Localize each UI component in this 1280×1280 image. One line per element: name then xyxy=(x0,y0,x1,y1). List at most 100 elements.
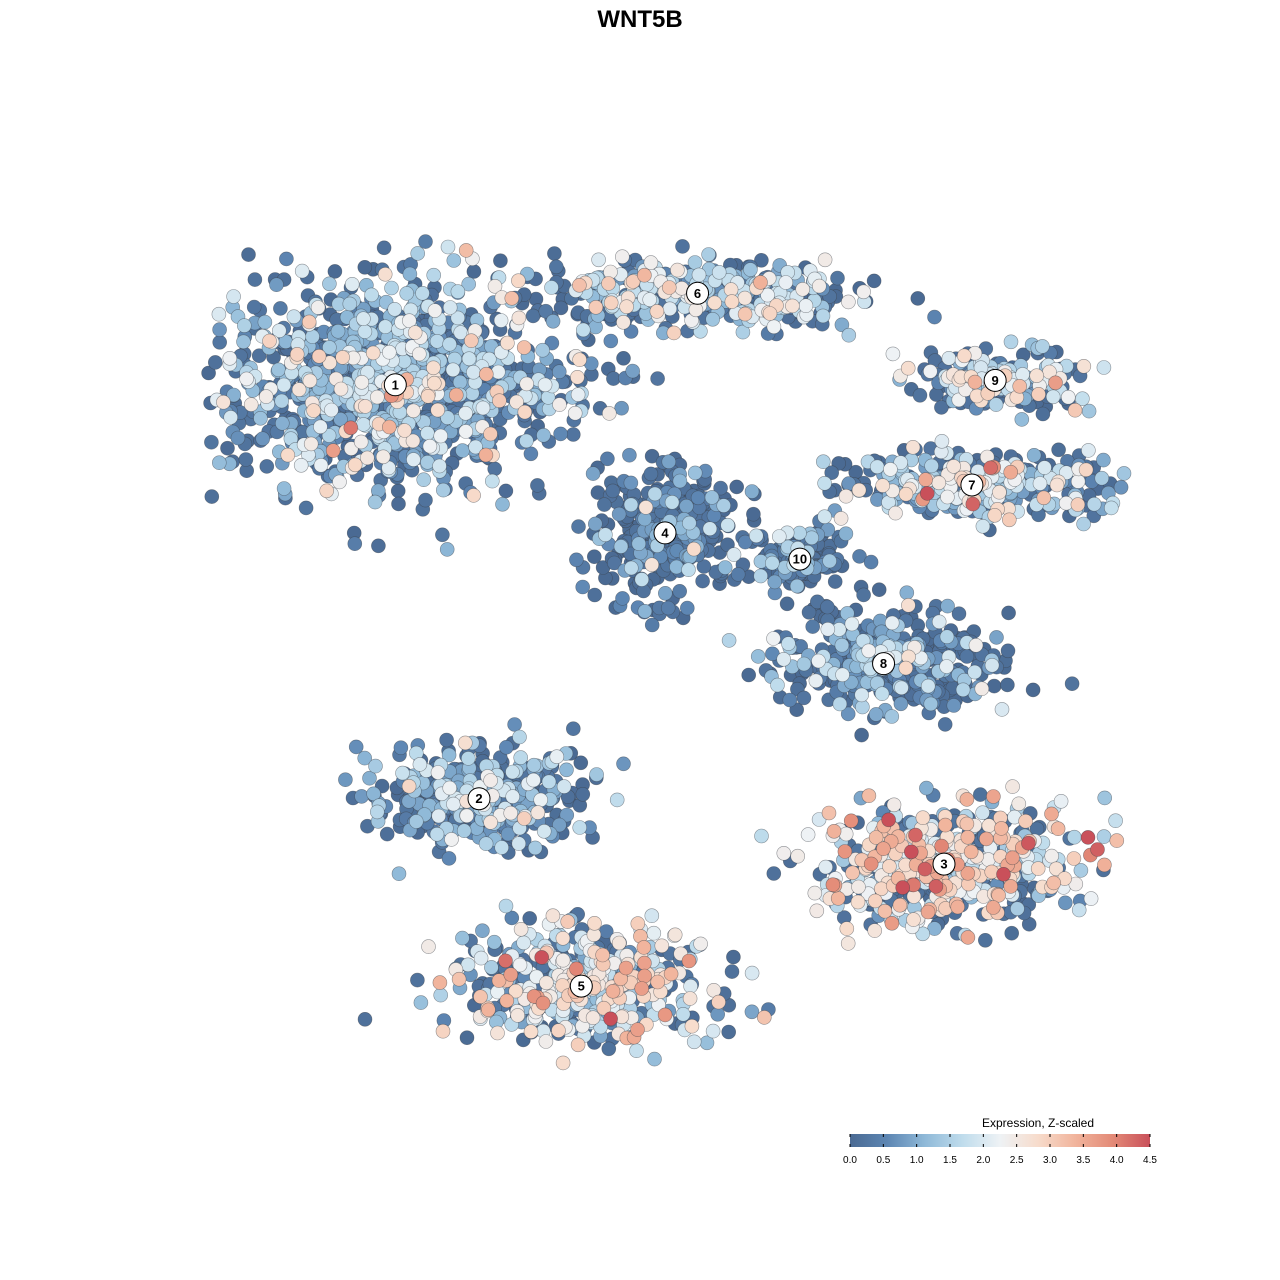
cluster-label: 7 xyxy=(960,473,984,497)
cell-point xyxy=(792,525,807,541)
cell-point xyxy=(239,371,254,387)
cell-point xyxy=(767,574,783,590)
cell-point xyxy=(649,304,665,319)
cell-point xyxy=(795,281,811,297)
cell-point xyxy=(257,314,273,330)
cell-point xyxy=(553,426,568,442)
cell-point xyxy=(1004,925,1020,941)
cell-point xyxy=(236,334,251,350)
cell-point xyxy=(451,971,467,987)
cell-point xyxy=(555,952,571,968)
cell-point xyxy=(426,375,442,391)
cell-point xyxy=(637,267,652,283)
cell-point xyxy=(986,789,1001,804)
cell-point xyxy=(984,657,1000,673)
cell-point xyxy=(591,252,606,268)
cell-point xyxy=(212,334,227,350)
cell-point xyxy=(598,527,613,543)
cell-point xyxy=(575,786,591,802)
legend-tick-label: 3.0 xyxy=(1043,1155,1057,1166)
cell-point xyxy=(609,792,625,808)
cell-point xyxy=(825,877,841,893)
cell-point xyxy=(416,472,432,488)
cell-point xyxy=(690,490,706,506)
cell-point xyxy=(402,266,418,282)
cell-point xyxy=(534,950,550,965)
cell-point xyxy=(818,859,834,875)
cell-point xyxy=(701,247,716,262)
cell-point xyxy=(1005,850,1020,866)
legend-tick-label: 1.5 xyxy=(943,1155,957,1166)
cell-point xyxy=(375,449,391,465)
cell-point xyxy=(991,887,1006,903)
cell-point xyxy=(750,649,766,664)
cell-point xyxy=(1090,842,1105,857)
cell-point xyxy=(354,374,370,390)
cell-point xyxy=(493,313,509,328)
cell-point xyxy=(565,721,581,737)
cell-point xyxy=(1096,360,1112,375)
cell-point xyxy=(494,840,510,855)
cell-point xyxy=(276,481,292,496)
cell-point xyxy=(393,740,409,756)
cell-point xyxy=(1058,895,1073,911)
cell-point xyxy=(868,707,884,722)
cluster-label: 2 xyxy=(467,787,491,811)
cell-point xyxy=(413,995,429,1010)
cell-point xyxy=(615,591,630,606)
legend-tick-label: 2.0 xyxy=(976,1155,990,1166)
cell-point xyxy=(1011,796,1027,812)
cluster-label-text: 3 xyxy=(940,857,947,872)
cell-point xyxy=(646,925,662,941)
cell-point xyxy=(688,302,704,318)
cell-point xyxy=(899,585,915,601)
cell-point xyxy=(637,955,652,971)
cell-point xyxy=(327,264,343,279)
cell-point xyxy=(666,325,682,341)
cell-point xyxy=(435,482,451,498)
cell-point xyxy=(875,478,891,493)
cell-point xyxy=(555,930,571,946)
cell-point xyxy=(442,336,457,352)
cell-point xyxy=(522,911,538,926)
cell-point xyxy=(789,578,805,594)
cell-point xyxy=(800,827,816,842)
cell-point xyxy=(754,828,769,844)
cell-point xyxy=(983,460,998,476)
cell-point xyxy=(466,488,481,503)
cell-point xyxy=(956,348,972,364)
cell-point xyxy=(212,455,227,471)
cell-point xyxy=(408,814,424,829)
cluster-label: 1 xyxy=(383,373,407,397)
cell-point xyxy=(262,333,277,349)
cell-point xyxy=(293,457,309,473)
cell-point xyxy=(967,664,983,680)
cell-point xyxy=(587,915,602,931)
cell-point xyxy=(519,376,535,392)
cell-point xyxy=(1080,830,1096,845)
cell-point xyxy=(915,810,931,826)
cell-point xyxy=(499,993,515,1009)
cell-point xyxy=(644,908,660,924)
cell-point xyxy=(1001,605,1016,621)
cell-point xyxy=(830,270,845,286)
cluster-label-text: 1 xyxy=(392,377,399,392)
cell-point xyxy=(426,267,442,283)
cell-point xyxy=(435,527,450,543)
cell-point xyxy=(222,350,238,366)
cell-point xyxy=(544,280,559,295)
cell-point xyxy=(490,1025,505,1041)
cell-point xyxy=(691,267,707,283)
cell-point xyxy=(484,473,500,489)
cell-point xyxy=(805,619,821,634)
cell-point xyxy=(381,344,397,360)
cell-point xyxy=(724,294,740,309)
cell-point xyxy=(959,649,975,664)
cell-point xyxy=(693,936,708,952)
cell-point xyxy=(1029,368,1044,384)
cell-point xyxy=(1036,490,1052,506)
cell-point xyxy=(530,478,545,493)
cell-point xyxy=(741,667,757,683)
cell-point xyxy=(280,447,296,463)
legend-colorbar xyxy=(850,1134,1150,1147)
